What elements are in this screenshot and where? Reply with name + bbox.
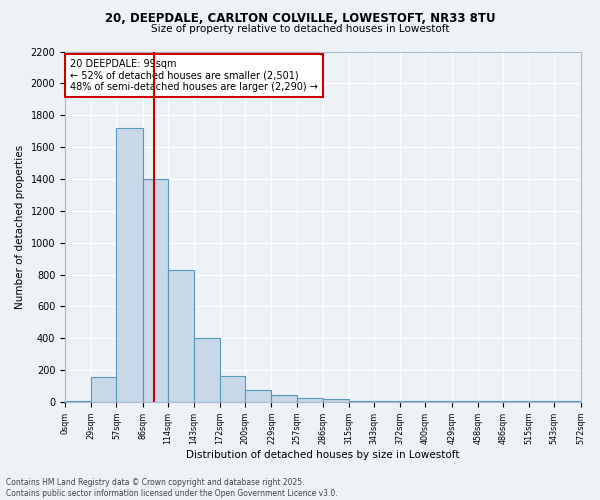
Bar <box>349 400 374 402</box>
Bar <box>296 398 323 402</box>
Text: Size of property relative to detached houses in Lowestoft: Size of property relative to detached ho… <box>151 24 449 34</box>
Bar <box>91 376 116 402</box>
Bar <box>245 390 271 402</box>
Text: 20 DEEPDALE: 99sqm
← 52% of detached houses are smaller (2,501)
48% of semi-deta: 20 DEEPDALE: 99sqm ← 52% of detached hou… <box>70 58 318 92</box>
Bar <box>168 270 194 402</box>
Bar <box>116 128 143 402</box>
Bar <box>194 338 220 402</box>
Bar <box>271 395 296 402</box>
Text: 20, DEEPDALE, CARLTON COLVILLE, LOWESTOFT, NR33 8TU: 20, DEEPDALE, CARLTON COLVILLE, LOWESTOF… <box>104 12 496 26</box>
Y-axis label: Number of detached properties: Number of detached properties <box>15 144 25 309</box>
Bar <box>220 376 245 402</box>
Bar <box>143 179 168 402</box>
Text: Contains HM Land Registry data © Crown copyright and database right 2025.
Contai: Contains HM Land Registry data © Crown c… <box>6 478 338 498</box>
X-axis label: Distribution of detached houses by size in Lowestoft: Distribution of detached houses by size … <box>186 450 460 460</box>
Bar <box>323 399 349 402</box>
Bar <box>65 400 91 402</box>
